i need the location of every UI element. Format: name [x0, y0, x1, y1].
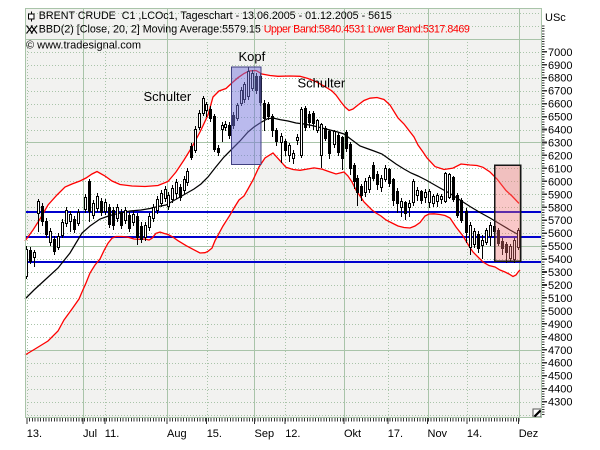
svg-text:4400: 4400: [548, 384, 572, 396]
svg-text:5400: 5400: [548, 254, 572, 266]
svg-text:6500: 6500: [548, 112, 572, 124]
svg-text:Schulter: Schulter: [298, 76, 346, 91]
svg-text:17.: 17.: [388, 428, 403, 440]
svg-text:5700: 5700: [548, 215, 572, 227]
svg-text:4300: 4300: [548, 397, 572, 409]
svg-text:6700: 6700: [548, 86, 572, 98]
svg-text:4800: 4800: [548, 332, 572, 344]
svg-text:6400: 6400: [548, 125, 572, 137]
svg-text:USc: USc: [545, 12, 566, 24]
svg-text:Okt: Okt: [344, 428, 361, 440]
svg-text:12.: 12.: [285, 428, 300, 440]
svg-text:4900: 4900: [548, 319, 572, 331]
svg-text:5800: 5800: [548, 202, 572, 214]
svg-text:5000: 5000: [548, 306, 572, 318]
svg-text:11.: 11.: [105, 428, 119, 440]
svg-text:Nov: Nov: [428, 428, 448, 440]
svg-text:Schulter: Schulter: [144, 89, 192, 104]
svg-text:13.: 13.: [27, 428, 42, 440]
svg-text:15.: 15.: [207, 428, 222, 440]
svg-text:5900: 5900: [548, 189, 572, 201]
svg-text:6300: 6300: [548, 138, 572, 150]
svg-text:14.: 14.: [467, 428, 482, 440]
svg-text:BBD(2) [Close, 20, 2] Moving A: BBD(2) [Close, 20, 2] Moving Average:557…: [39, 24, 470, 36]
svg-text:5600: 5600: [548, 228, 572, 240]
svg-text:6900: 6900: [548, 60, 572, 72]
svg-text:6200: 6200: [548, 150, 572, 162]
svg-text:4600: 4600: [548, 358, 572, 370]
svg-text:5200: 5200: [548, 280, 572, 292]
svg-text:6000: 6000: [548, 176, 572, 188]
svg-text:6800: 6800: [548, 73, 572, 85]
svg-text:5100: 5100: [548, 293, 572, 305]
svg-text:Dez: Dez: [519, 428, 539, 440]
svg-text:6600: 6600: [548, 99, 572, 111]
svg-text:4700: 4700: [548, 345, 572, 357]
svg-text:Kopf: Kopf: [239, 49, 266, 64]
svg-text:Sep: Sep: [255, 428, 275, 440]
svg-text:7000: 7000: [548, 47, 572, 59]
svg-text:5300: 5300: [548, 267, 572, 279]
svg-text:Jul: Jul: [83, 428, 97, 440]
svg-text:Aug: Aug: [167, 428, 187, 440]
svg-text:6100: 6100: [548, 163, 572, 175]
svg-text:BRENT CRUDE C1 ,LCOc1, Tagesc: BRENT CRUDE C1 ,LCOc1, Tageschart - 13.0…: [39, 10, 392, 22]
svg-text:4500: 4500: [548, 371, 572, 383]
svg-text:© www.tradesignal.com: © www.tradesignal.com: [26, 40, 141, 52]
svg-text:5500: 5500: [548, 241, 572, 253]
